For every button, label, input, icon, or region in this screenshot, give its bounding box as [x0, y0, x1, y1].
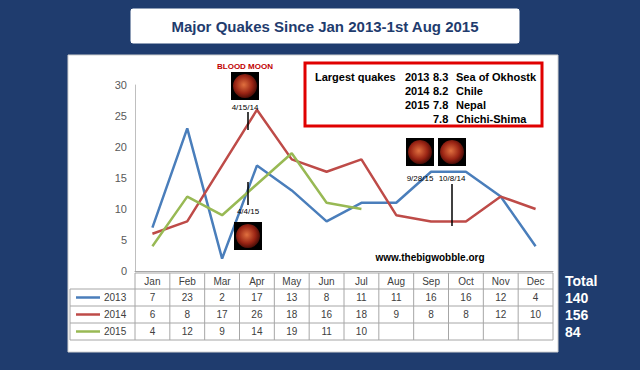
svg-text:8.3: 8.3	[433, 71, 448, 83]
svg-text:10: 10	[356, 326, 368, 337]
svg-text:2013: 2013	[104, 292, 127, 303]
svg-text:8: 8	[324, 292, 330, 303]
svg-text:Largest quakes: Largest quakes	[315, 71, 396, 83]
svg-text:11: 11	[321, 326, 332, 337]
svg-text:2013: 2013	[405, 71, 429, 83]
svg-text:Jun: Jun	[319, 276, 335, 287]
svg-text:Jan: Jan	[144, 276, 160, 287]
svg-text:2014: 2014	[405, 85, 430, 97]
svg-text:23: 23	[182, 292, 194, 303]
svg-text:16: 16	[321, 309, 333, 320]
svg-text:10/8/14: 10/8/14	[439, 174, 466, 183]
svg-text:30: 30	[115, 79, 127, 91]
svg-text:11: 11	[356, 292, 367, 303]
svg-text:15: 15	[115, 172, 127, 184]
svg-text:Jul: Jul	[355, 276, 368, 287]
svg-text:10: 10	[530, 309, 542, 320]
svg-text:Apr: Apr	[249, 276, 265, 287]
svg-text:7: 7	[150, 292, 156, 303]
svg-text:156: 156	[565, 307, 589, 323]
svg-text:Chichi-Shima: Chichi-Shima	[456, 113, 527, 125]
svg-text:8: 8	[463, 309, 469, 320]
svg-text:12: 12	[495, 292, 507, 303]
svg-text:2014: 2014	[104, 309, 127, 320]
svg-text:4: 4	[150, 326, 156, 337]
svg-text:16: 16	[426, 292, 438, 303]
svg-text:Chile: Chile	[456, 85, 483, 97]
svg-text:4/4/15: 4/4/15	[237, 207, 260, 216]
svg-text:8.2: 8.2	[433, 85, 448, 97]
svg-text:Major Quakes Since Jan 2013-1s: Major Quakes Since Jan 2013-1st Aug 2015	[171, 18, 478, 35]
svg-text:Feb: Feb	[179, 276, 197, 287]
svg-text:19: 19	[286, 326, 298, 337]
svg-text:BLOOD MOON: BLOOD MOON	[217, 62, 273, 71]
svg-text:14: 14	[251, 326, 263, 337]
svg-text:Sep: Sep	[422, 276, 440, 287]
svg-text:4/15/14: 4/15/14	[232, 103, 259, 112]
svg-text:Mar: Mar	[213, 276, 231, 287]
svg-text:12: 12	[495, 309, 507, 320]
svg-text:84: 84	[565, 324, 581, 340]
svg-text:May: May	[282, 276, 301, 287]
svg-text:12: 12	[182, 326, 194, 337]
svg-text:16: 16	[460, 292, 472, 303]
svg-text:11: 11	[391, 292, 402, 303]
svg-text:4: 4	[533, 292, 539, 303]
svg-text:Sea of Okhostk: Sea of Okhostk	[456, 71, 537, 83]
svg-text:Nepal: Nepal	[456, 99, 486, 111]
svg-text:10: 10	[115, 203, 127, 215]
svg-text:140: 140	[565, 290, 589, 306]
svg-text:Nov: Nov	[492, 276, 510, 287]
svg-text:17: 17	[217, 309, 229, 320]
svg-text:18: 18	[286, 309, 298, 320]
svg-text:Total: Total	[565, 273, 597, 289]
svg-text:Oct: Oct	[458, 276, 474, 287]
svg-text:25: 25	[115, 110, 127, 122]
svg-text:8: 8	[428, 309, 434, 320]
svg-text:9/28/15: 9/28/15	[407, 174, 434, 183]
svg-text:Dec: Dec	[527, 276, 545, 287]
svg-text:20: 20	[115, 141, 127, 153]
svg-text:5: 5	[121, 234, 127, 246]
svg-text:8: 8	[184, 309, 190, 320]
svg-text:7.8: 7.8	[433, 99, 448, 111]
svg-text:18: 18	[356, 309, 368, 320]
svg-text:13: 13	[286, 292, 298, 303]
svg-text:www.thebigwobble.org: www.thebigwobble.org	[374, 252, 484, 263]
svg-text:2015: 2015	[104, 326, 127, 337]
svg-text:2015: 2015	[405, 99, 429, 111]
svg-text:2: 2	[219, 292, 225, 303]
svg-text:7.8: 7.8	[433, 113, 448, 125]
svg-text:17: 17	[251, 292, 263, 303]
svg-text:0: 0	[121, 265, 127, 277]
svg-text:Aug: Aug	[387, 276, 405, 287]
svg-text:6: 6	[150, 309, 156, 320]
svg-text:9: 9	[393, 309, 399, 320]
svg-text:9: 9	[219, 326, 225, 337]
svg-text:26: 26	[251, 309, 263, 320]
